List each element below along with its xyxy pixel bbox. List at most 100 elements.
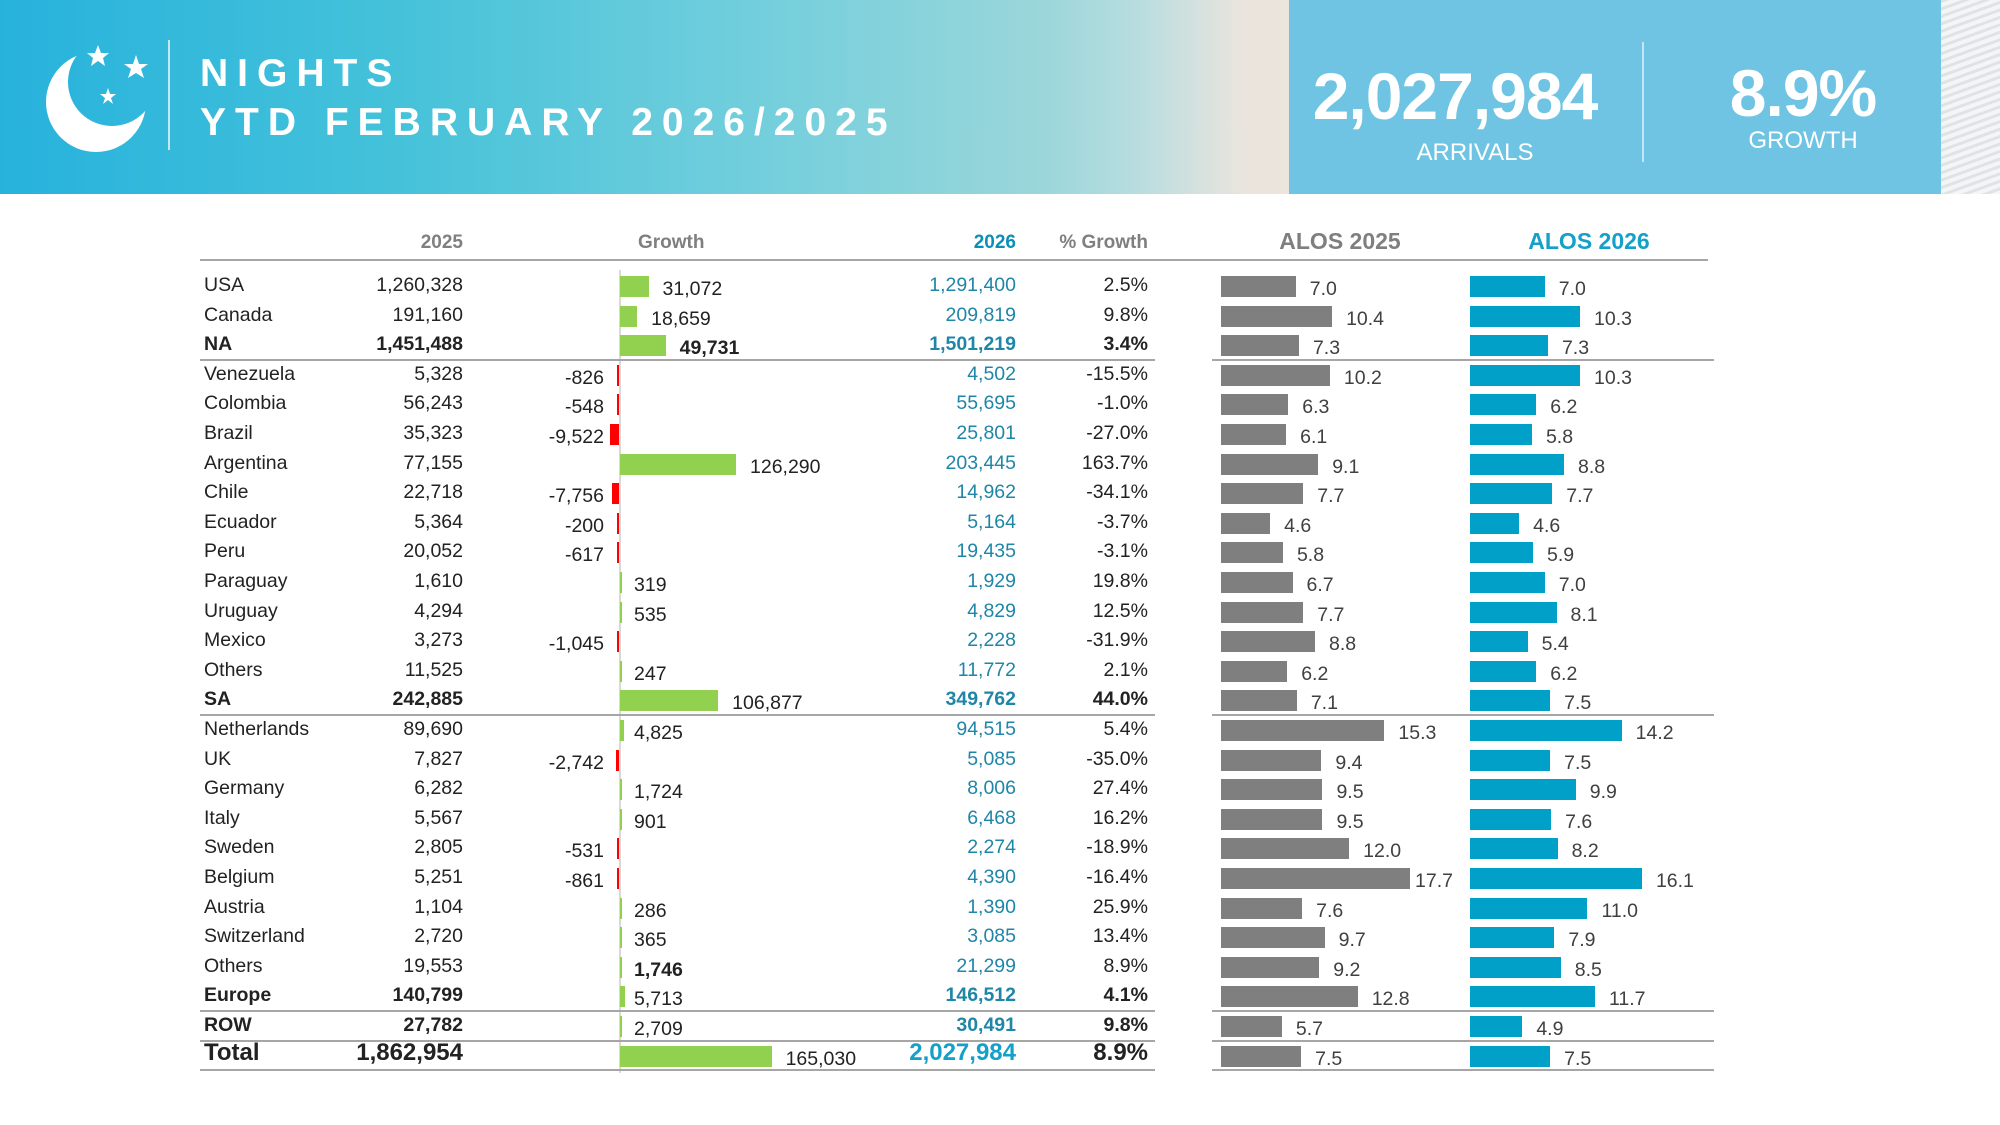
growth-bar-negative — [616, 749, 619, 771]
header-divider — [168, 40, 170, 150]
growth-label: 126,290 — [750, 455, 821, 478]
alos-2026-bar — [1470, 986, 1595, 1008]
alos-2025-bar — [1221, 512, 1271, 534]
alos-2026-bar — [1470, 779, 1576, 801]
kpi-divider — [1642, 42, 1644, 162]
row-name: Total — [204, 1038, 260, 1066]
value-2025: 1,260,328 — [376, 274, 463, 296]
value-2025: 35,323 — [403, 422, 463, 444]
value-2026: 5,164 — [967, 510, 1016, 533]
alos-2026-bar — [1470, 808, 1552, 830]
row-name: Paraguay — [204, 570, 288, 592]
alos-2026-bar — [1470, 512, 1520, 534]
alos-2025-bar — [1221, 868, 1411, 889]
value-2026: 1,929 — [967, 570, 1016, 592]
section-divider — [1212, 358, 1714, 361]
value-2026: 1,390 — [967, 895, 1016, 918]
alos-2026-label: 5.9 — [1547, 544, 1575, 567]
alos-2026-bar — [1470, 897, 1588, 919]
alos-2025-label: 6.2 — [1301, 662, 1329, 685]
growth-label: 18,659 — [651, 307, 711, 330]
col-header-pct-growth: % Growth — [1059, 232, 1148, 253]
alos-2025-label: 9.5 — [1336, 810, 1364, 833]
alos-2025-label: 8.8 — [1328, 633, 1357, 656]
value-2026: 4,390 — [967, 866, 1016, 888]
alos-2025-label: 10.2 — [1343, 366, 1382, 389]
alos-2025-label: 6.1 — [1300, 426, 1328, 448]
value-2026: 14,962 — [956, 481, 1016, 504]
value-2026: 2,027,984 — [909, 1038, 1016, 1066]
growth-label: -200 — [564, 514, 604, 537]
growth-label: -531 — [564, 840, 604, 863]
value-2026: 4,829 — [967, 599, 1016, 622]
alos-2025-label: 7.1 — [1310, 692, 1338, 715]
alos-2025-bar — [1221, 956, 1320, 978]
row-name: UK — [204, 747, 232, 770]
growth-bar-positive — [620, 660, 622, 682]
value-2026: 5,085 — [967, 747, 1016, 770]
alos-2026-label: 4.6 — [1533, 514, 1561, 537]
section-divider — [1212, 714, 1714, 716]
alos-2025-label: 6.7 — [1306, 574, 1334, 596]
growth-bar-negative — [617, 631, 619, 653]
growth-bar-negative — [617, 868, 619, 889]
row-name: Others — [204, 658, 263, 681]
alos-2025-label: 7.3 — [1312, 337, 1341, 360]
alos-2026-label: 7.6 — [1565, 810, 1593, 833]
row-name: NA — [204, 333, 233, 356]
pct-growth: -3.1% — [1097, 540, 1148, 563]
pct-growth: 25.9% — [1092, 895, 1148, 918]
value-2025: 5,251 — [414, 866, 463, 888]
alos-2025-bar — [1221, 335, 1299, 357]
row-name: USA — [204, 274, 245, 296]
alos-2025-bar — [1221, 808, 1323, 830]
growth-bar-positive — [620, 808, 622, 830]
value-2026: 8,006 — [967, 777, 1016, 800]
growth-label: 4,825 — [634, 722, 683, 744]
pct-growth: 19.8% — [1092, 570, 1148, 592]
row-name: Others — [204, 954, 263, 977]
pct-growth: 27.4% — [1092, 777, 1148, 800]
row-name: Netherlands — [204, 718, 310, 740]
report-title: NIGHTS — [200, 52, 402, 95]
value-2025: 1,862,954 — [356, 1038, 463, 1066]
kpi-growth-label: GROWTH — [1748, 127, 1858, 154]
alos-2026-bar — [1470, 1045, 1551, 1067]
growth-bar-positive — [620, 335, 666, 357]
section-divider — [200, 1010, 1155, 1012]
alos-2026-bar — [1470, 572, 1545, 593]
alos-2026-label: 10.3 — [1594, 366, 1632, 389]
growth-bar-positive — [620, 601, 622, 623]
pct-growth: 163.7% — [1081, 451, 1148, 474]
pct-growth: -27.0% — [1086, 422, 1148, 444]
value-2026: 30,491 — [956, 1014, 1016, 1036]
value-2025: 2,720 — [414, 925, 463, 948]
growth-label: -548 — [564, 396, 604, 419]
alos-2026-label: 9.9 — [1589, 781, 1617, 804]
value-2025: 77,155 — [403, 451, 463, 474]
alos-2025-label: 7.5 — [1315, 1047, 1343, 1070]
alos-2026-bar — [1470, 542, 1533, 564]
growth-label: 165,030 — [785, 1047, 857, 1070]
value-2025: 7,827 — [414, 747, 463, 770]
growth-bar-positive — [620, 927, 622, 949]
alos-2025-bar — [1221, 305, 1333, 327]
value-2025: 2,805 — [414, 836, 463, 859]
alos-2026-label: 5.8 — [1545, 426, 1574, 448]
alos-2025-bar — [1221, 364, 1330, 386]
alos-2026-label: 8.5 — [1574, 958, 1602, 981]
growth-bar-positive — [620, 779, 622, 801]
kpi-arrivals-label: ARRIVALS — [1416, 139, 1534, 166]
alos-2025-bar — [1221, 483, 1304, 505]
alos-2025-bar — [1221, 897, 1303, 919]
alos-2025-label: 12.8 — [1371, 988, 1410, 1011]
pct-growth: 8.9% — [1093, 1038, 1148, 1066]
growth-label: 319 — [634, 574, 667, 596]
header-underline — [200, 259, 1708, 261]
alos-2026-label: 8.2 — [1571, 840, 1599, 863]
alos-2026-label: 7.5 — [1564, 1047, 1592, 1070]
alos-2025-bar — [1221, 838, 1350, 860]
alos-2026-label: 7.0 — [1558, 278, 1586, 300]
value-2026: 21,299 — [956, 954, 1016, 977]
alos-2025-bar — [1221, 276, 1296, 297]
